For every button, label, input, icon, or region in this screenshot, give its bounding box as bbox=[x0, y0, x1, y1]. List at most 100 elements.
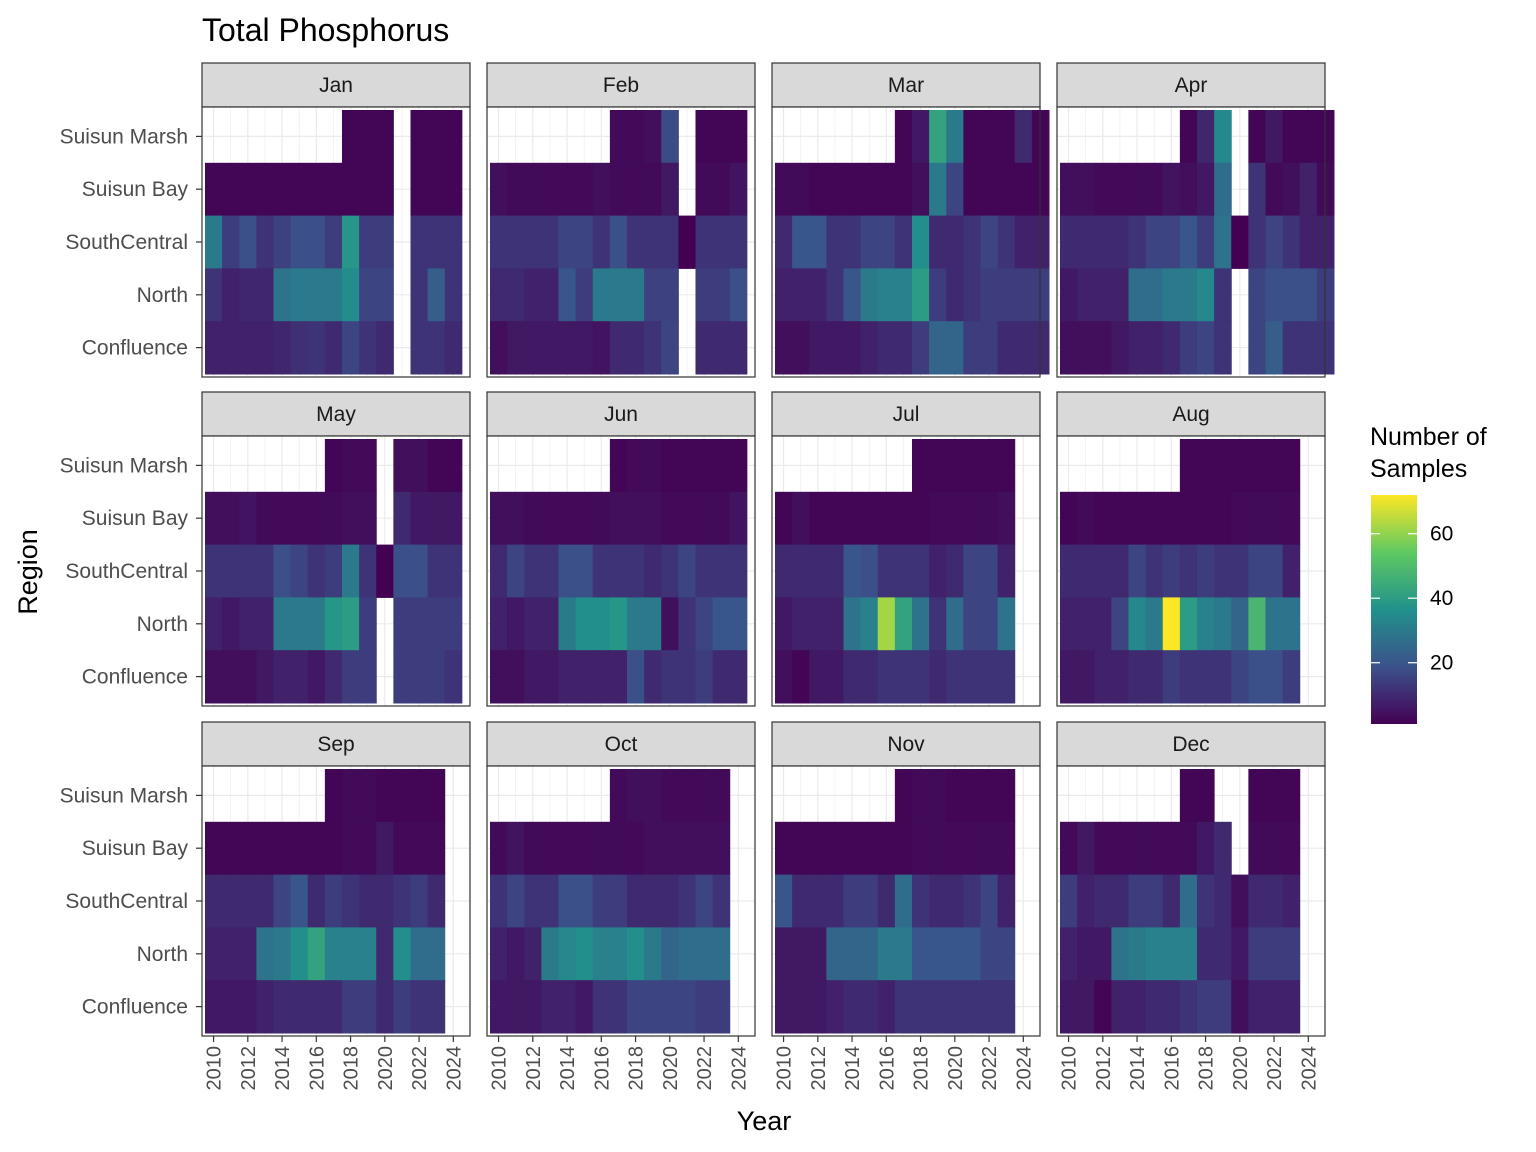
heatmap-cell bbox=[963, 215, 981, 269]
heatmap-cell bbox=[1265, 491, 1284, 546]
heatmap-cell bbox=[877, 215, 896, 269]
heatmap-cell bbox=[946, 927, 964, 981]
heatmap-cell bbox=[273, 268, 292, 322]
heatmap-cell bbox=[1162, 268, 1181, 322]
heatmap-cell bbox=[809, 874, 827, 928]
heatmap-cell bbox=[1179, 215, 1198, 269]
heatmap-cell bbox=[826, 650, 844, 704]
heatmap-cell bbox=[661, 215, 679, 269]
heatmap-cell bbox=[1145, 321, 1164, 375]
heatmap-cell bbox=[427, 215, 446, 269]
heatmap-cell bbox=[929, 769, 947, 823]
heatmap-cell bbox=[575, 927, 594, 981]
heatmap-cell bbox=[997, 162, 1016, 217]
x-tick-label: 2014 bbox=[557, 1046, 579, 1091]
heatmap-cell bbox=[678, 821, 696, 876]
heatmap-cell bbox=[695, 162, 714, 217]
heatmap-cell bbox=[541, 597, 559, 651]
panel-sep: Sep Suisun Marsh Suisun Bay SouthCentral Nor… bbox=[60, 721, 471, 1091]
heatmap-cell bbox=[877, 597, 896, 651]
heatmap-cell bbox=[205, 491, 223, 546]
heatmap-cell bbox=[946, 215, 964, 269]
heatmap-cell bbox=[775, 162, 793, 217]
heatmap-cell bbox=[541, 650, 559, 704]
heatmap-cell bbox=[792, 874, 810, 928]
heatmap-cell bbox=[997, 821, 1016, 876]
x-tick-label: 2020 bbox=[660, 1046, 682, 1091]
heatmap-cell bbox=[507, 650, 525, 704]
heatmap-cell bbox=[644, 268, 662, 322]
legend-tick-label: 40 bbox=[1430, 587, 1453, 610]
heatmap-cell bbox=[273, 544, 292, 598]
heatmap-cell bbox=[558, 821, 577, 876]
strip-label: Apr bbox=[1175, 74, 1208, 97]
heatmap-cell bbox=[929, 321, 947, 375]
heatmap-cell bbox=[609, 650, 628, 704]
heatmap-cell bbox=[324, 597, 343, 651]
legend-tick-label: 20 bbox=[1430, 652, 1453, 675]
heatmap-cell bbox=[427, 650, 446, 704]
x-tick-label: 2024 bbox=[1013, 1046, 1035, 1091]
heatmap-cell bbox=[775, 927, 793, 981]
heatmap-cell bbox=[541, 544, 559, 598]
heatmap-cell bbox=[678, 650, 696, 704]
heatmap-cell bbox=[1265, 769, 1284, 823]
panel-border bbox=[486, 435, 756, 707]
heatmap-cell bbox=[695, 980, 714, 1034]
heatmap-cell bbox=[592, 162, 611, 217]
heatmap-cell bbox=[860, 215, 879, 269]
heatmap-cell bbox=[894, 544, 913, 598]
heatmap-cell bbox=[1111, 650, 1129, 704]
heatmap-cell bbox=[592, 597, 611, 651]
heatmap-cell bbox=[712, 110, 731, 164]
heatmap-cell bbox=[239, 268, 257, 322]
heatmap-cell bbox=[997, 874, 1016, 928]
heatmap-cell bbox=[1282, 874, 1301, 928]
heatmap-cell bbox=[376, 769, 394, 823]
heatmap-cell bbox=[256, 597, 274, 651]
heatmap-cell bbox=[929, 215, 947, 269]
heatmap-cell bbox=[1145, 650, 1164, 704]
heatmap-cell bbox=[427, 927, 446, 981]
heatmap-cell bbox=[205, 268, 223, 322]
strip-background bbox=[201, 62, 471, 108]
heatmap-cell bbox=[843, 491, 862, 546]
heatmap-cell bbox=[980, 597, 999, 651]
heatmap-cell bbox=[1162, 980, 1181, 1034]
heatmap-cell bbox=[678, 491, 696, 546]
heatmap-cell bbox=[341, 980, 360, 1034]
heatmap-cell bbox=[393, 650, 411, 704]
heatmap-cell bbox=[1111, 874, 1129, 928]
heatmap-cell bbox=[1162, 874, 1181, 928]
heatmap-cell bbox=[997, 321, 1016, 375]
heatmap-cell bbox=[661, 162, 679, 217]
heatmap-cell bbox=[695, 769, 714, 823]
heatmap-cell bbox=[341, 439, 360, 493]
heatmap-cell bbox=[894, 491, 913, 546]
heatmap-cell bbox=[205, 980, 223, 1034]
heatmap-cell bbox=[359, 597, 377, 651]
heatmap-cell bbox=[256, 491, 274, 546]
heatmap-cell bbox=[1196, 110, 1215, 164]
heatmap-cell bbox=[980, 650, 999, 704]
heatmap-cell bbox=[997, 110, 1016, 164]
heatmap-cell bbox=[592, 927, 611, 981]
heatmap-cell bbox=[946, 544, 964, 598]
heatmap-cell bbox=[678, 544, 696, 598]
heatmap-cell bbox=[1214, 597, 1232, 651]
heatmap-cell bbox=[860, 821, 879, 876]
heatmap-cell bbox=[843, 874, 862, 928]
heatmap-cell bbox=[695, 821, 714, 876]
heatmap-cell bbox=[1179, 162, 1198, 217]
heatmap-cell bbox=[307, 821, 326, 876]
heatmap-cell bbox=[792, 821, 810, 876]
heatmap-cell bbox=[775, 980, 793, 1034]
strip-background bbox=[771, 391, 1041, 437]
heatmap-cell bbox=[222, 821, 240, 876]
strip-label: Feb bbox=[603, 74, 639, 97]
heatmap-cell bbox=[894, 650, 913, 704]
heatmap-cell bbox=[911, 439, 930, 493]
heatmap-cell bbox=[575, 162, 594, 217]
heatmap-cell bbox=[1128, 544, 1147, 598]
panel-feb: Feb bbox=[486, 62, 756, 378]
